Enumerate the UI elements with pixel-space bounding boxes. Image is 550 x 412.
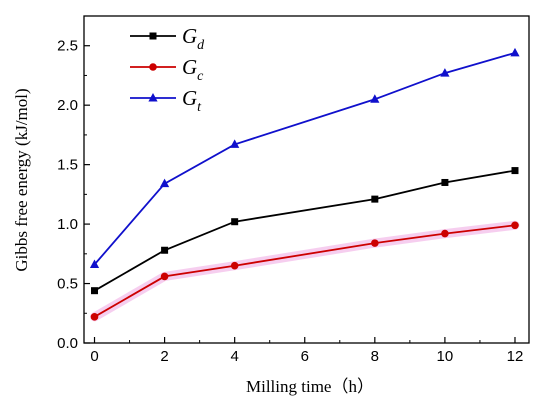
data-point-G_d-12 (511, 167, 519, 175)
data-point-G_d-8 (371, 195, 379, 203)
y-tick-label-2: 2.0 (57, 97, 78, 114)
legend-marker-G_c (149, 63, 157, 71)
data-point-G_d-10 (441, 178, 449, 186)
data-point-G_t-12 (510, 47, 520, 57)
y-axis-title: Gibbs free energy (kJ/mol) (12, 88, 31, 271)
legend-item-G_t: Gt (130, 86, 202, 115)
y-axis-ticks: 0.0 0.5 1.0 1.5 2.0 2.5 (57, 38, 90, 352)
legend-marker-G_t (148, 93, 158, 102)
x-tick-label-12: 12 (507, 348, 524, 365)
series-G_d (91, 167, 519, 295)
series-line-G_d (94, 169, 516, 292)
x-tick-label-6: 6 (301, 348, 309, 365)
legend-marker-G_d (149, 32, 157, 40)
legend-label-G_t: Gt (182, 86, 202, 115)
x-tick-label-10: 10 (437, 348, 454, 365)
y-tick-label-2.5: 2.5 (57, 38, 78, 55)
legend-item-G_c: Gc (130, 55, 204, 84)
data-point-G_d-0 (91, 287, 99, 295)
series-line-G_t (93, 51, 516, 266)
plot-frame (83, 15, 530, 344)
data-point-G_c-2 (160, 272, 169, 281)
data-point-G_t-2 (159, 178, 170, 188)
data-point-G_t-0 (89, 259, 100, 269)
y-tick-label-1.5: 1.5 (57, 157, 78, 174)
data-point-G_t-8 (370, 94, 380, 103)
data-point-G_c-4 (230, 261, 239, 270)
series-layer (89, 47, 520, 321)
data-point-G_t-4 (230, 139, 240, 148)
x-tick-label-0: 0 (90, 348, 98, 365)
series-line-G_c (94, 224, 516, 318)
data-point-G_c-12 (511, 221, 519, 230)
series-highlight-G_c (90, 220, 520, 322)
legend-label-G_d: Gd (182, 24, 205, 53)
x-tick-label-4: 4 (230, 348, 238, 365)
data-point-G_c-8 (371, 239, 379, 247)
data-point-G_t-10 (440, 68, 450, 77)
data-point-G_c-0 (90, 313, 99, 321)
y-tick-label-0: 0.0 (57, 335, 78, 352)
series-G_c (90, 221, 519, 321)
legend-item-G_d: Gd (130, 24, 205, 53)
y-tick-label-0.5: 0.5 (57, 276, 78, 293)
x-tick-label-8: 8 (371, 348, 379, 365)
data-point-G_d-4 (231, 218, 239, 226)
highlight-layer (90, 220, 520, 322)
series-G_t (89, 47, 520, 269)
y-tick-label-1: 1.0 (57, 216, 78, 233)
data-point-G_d-2 (161, 246, 169, 254)
x-axis-ticks: 0 2 4 6 8 10 12 (90, 337, 523, 365)
x-tick-label-2: 2 (160, 348, 168, 365)
x-axis-title: Milling time（h） (246, 377, 374, 396)
legend-label-G_c: Gc (182, 55, 204, 84)
data-point-G_c-10 (441, 229, 449, 238)
